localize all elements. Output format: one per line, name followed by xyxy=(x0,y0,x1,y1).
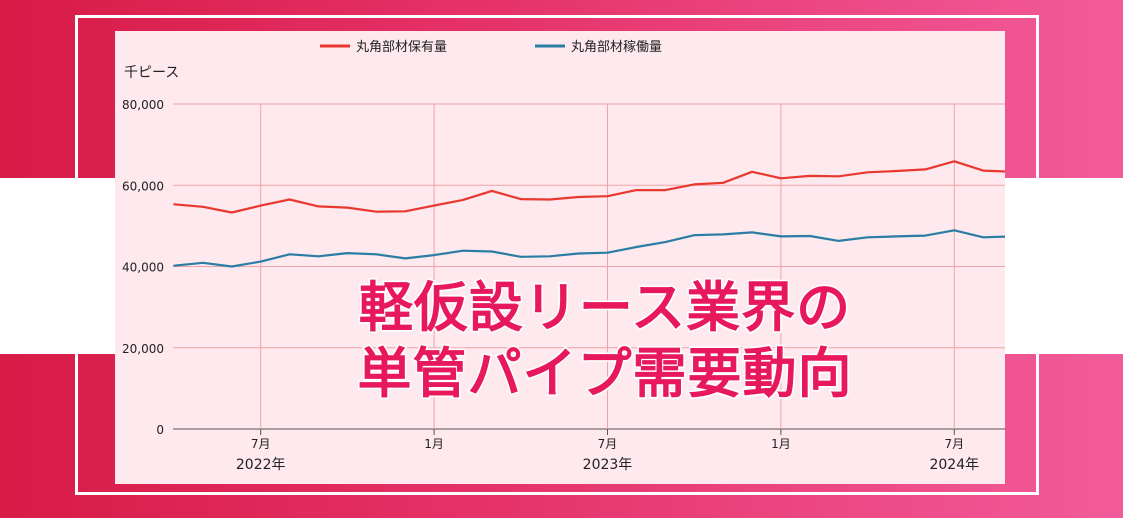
data-point xyxy=(780,235,782,238)
data-point xyxy=(491,250,493,253)
data-point xyxy=(577,252,580,255)
data-point xyxy=(924,234,927,237)
chart-panel: 0 20,000 40,000 60,000 80,000 7月 2022年 1月 7月 2023… xyxy=(115,31,1005,484)
series-line xyxy=(173,229,1005,268)
data-point xyxy=(173,264,175,267)
data-point xyxy=(809,175,811,177)
data-point xyxy=(317,205,320,208)
data-point xyxy=(866,236,869,239)
headline: 軽仮設リース業界の 単管パイプ需要動向 xyxy=(300,275,910,407)
data-point xyxy=(404,257,407,260)
data-point xyxy=(491,190,493,192)
data-point xyxy=(751,231,753,234)
data-point xyxy=(953,160,956,163)
x-tick-label: 1月 xyxy=(424,437,444,451)
data-point xyxy=(259,204,262,207)
data-point xyxy=(837,175,840,178)
data-point xyxy=(635,246,638,248)
white-frame xyxy=(75,15,1039,495)
data-point xyxy=(462,249,464,252)
data-point xyxy=(202,262,204,264)
data-point xyxy=(693,234,695,237)
data-point xyxy=(837,240,840,242)
data-point xyxy=(895,170,898,172)
data-point xyxy=(433,204,435,207)
data-point xyxy=(895,235,898,238)
data-point xyxy=(231,265,233,268)
data-point xyxy=(288,198,291,201)
data-point xyxy=(635,189,638,191)
data-point xyxy=(780,177,782,180)
data-point xyxy=(520,255,522,258)
data-point xyxy=(404,210,407,213)
y-tick-label: 0 xyxy=(156,423,164,437)
legend-label: 丸角部材稼働量 xyxy=(571,40,662,55)
line-chart: 0 20,000 40,000 60,000 80,000 7月 2022年 1月 7月 2023… xyxy=(122,40,1005,473)
data-point xyxy=(202,205,204,208)
data-point xyxy=(606,251,609,254)
data-point xyxy=(346,206,349,209)
x-tick-label: 7月 xyxy=(944,437,964,451)
data-point xyxy=(173,203,175,206)
data-point xyxy=(346,252,349,254)
x-year-label: 2024年 xyxy=(929,457,979,473)
data-point xyxy=(722,233,724,236)
data-point xyxy=(317,255,320,258)
data-point xyxy=(433,254,435,256)
data-point xyxy=(375,210,378,213)
data-point xyxy=(462,199,464,201)
data-point xyxy=(751,171,753,173)
x-year-label: 2023年 xyxy=(583,457,633,473)
headline-line-2: 単管パイプ需要動向 xyxy=(356,341,853,407)
data-point xyxy=(577,196,580,198)
series-line xyxy=(173,160,1005,214)
data-point xyxy=(548,255,551,258)
data-point xyxy=(809,235,811,237)
legend-label: 丸角部材保有量 xyxy=(356,40,447,55)
data-point xyxy=(722,182,724,184)
data-point xyxy=(953,229,956,232)
data-point xyxy=(231,211,233,214)
data-point xyxy=(982,236,984,239)
data-point xyxy=(693,183,695,186)
data-point xyxy=(664,189,667,191)
data-point xyxy=(664,241,667,243)
data-point xyxy=(520,198,522,200)
headline-line-1: 軽仮設リース業界の xyxy=(357,275,852,341)
data-point xyxy=(375,253,378,256)
x-tick-label: 7月 xyxy=(598,437,618,451)
x-tick-label: 7月 xyxy=(251,437,271,451)
x-tick-label: 1月 xyxy=(771,437,791,451)
data-point xyxy=(866,171,869,174)
y-tick-label: 20,000 xyxy=(122,342,164,356)
data-point xyxy=(288,253,291,256)
x-year-label: 2022年 xyxy=(236,457,286,473)
data-point xyxy=(982,169,984,172)
y-tick-label: 80,000 xyxy=(122,98,164,112)
data-point xyxy=(548,198,551,201)
data-point xyxy=(259,260,262,263)
y-tick-label: 60,000 xyxy=(122,179,164,193)
y-axis-label: 千ピース xyxy=(124,65,179,81)
data-point xyxy=(924,168,927,171)
y-tick-label: 40,000 xyxy=(122,261,164,275)
data-point xyxy=(606,195,609,198)
